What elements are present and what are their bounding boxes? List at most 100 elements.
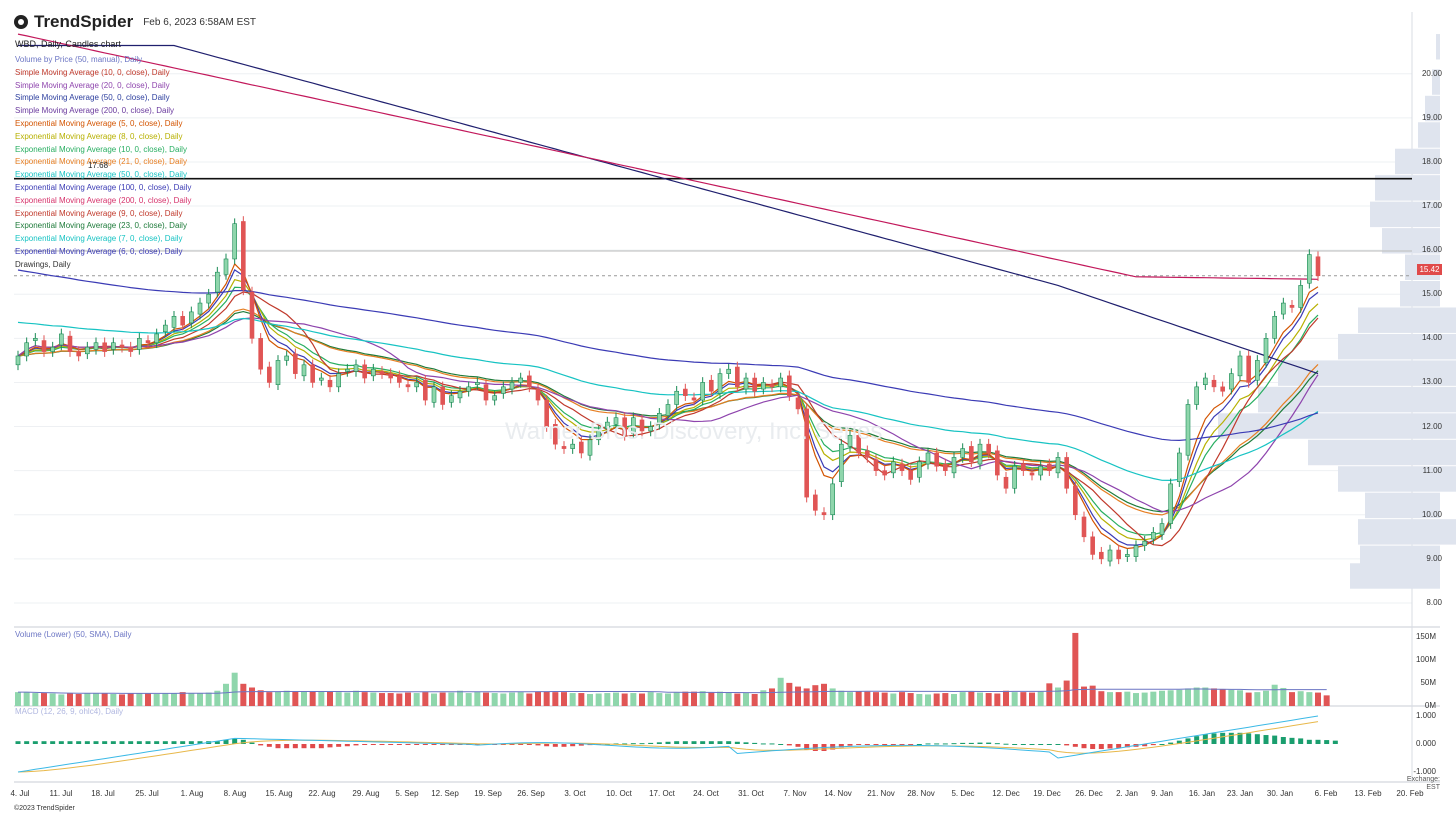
candle-body [587, 439, 593, 456]
macd-histogram-bar [700, 741, 706, 744]
legend-item[interactable]: Exponential Moving Average (9, 0, close)… [15, 208, 183, 218]
macd-histogram-bar [856, 744, 862, 745]
volume-tick-label: 50M [1420, 677, 1436, 687]
candle-body [249, 291, 255, 339]
macd-histogram-bar [1246, 733, 1252, 744]
volume-bar [751, 693, 758, 706]
volume-bar [145, 693, 151, 706]
candle-body [1263, 338, 1269, 363]
legend-item[interactable]: Exponential Moving Average (8, 0, close)… [15, 131, 183, 141]
macd-histogram-bar [440, 744, 446, 745]
macd-histogram-bar [1107, 744, 1113, 749]
time-tick-label: 6. Feb [1314, 789, 1338, 798]
candle-body [293, 353, 298, 374]
macd-histogram-bar [24, 741, 30, 744]
macd-histogram-bar [249, 742, 255, 744]
volume-by-price-bar [1338, 333, 1456, 360]
macd-histogram-bar [1055, 744, 1061, 745]
volume-by-price-bar [1338, 466, 1456, 492]
macd-histogram-bar [665, 741, 671, 744]
macd-histogram-bar [1038, 744, 1044, 745]
volume-legend[interactable]: Volume (Lower) (50, SMA), Daily [15, 630, 132, 639]
legend-item[interactable]: Simple Moving Average (20, 0, close), Da… [15, 80, 170, 90]
volume-bar [699, 691, 706, 706]
legend-item[interactable]: Exponential Moving Average (10, 0, close… [15, 144, 187, 154]
macd-histogram-bar [180, 741, 186, 744]
candle-body [414, 382, 419, 388]
candle-body [223, 258, 229, 275]
time-tick-label: 31. Oct [738, 789, 764, 798]
macd-histogram-bar [136, 741, 142, 744]
legend-item[interactable]: Exponential Moving Average (7, 0, close)… [15, 234, 183, 244]
volume-bar [673, 692, 680, 706]
price-tick-label: 11.00 [1422, 465, 1442, 475]
legend-item[interactable]: Exponential Moving Average (50, 0, close… [15, 170, 187, 180]
candle-body [899, 463, 905, 471]
volume-bar [387, 693, 394, 706]
macd-histogram-bar [648, 742, 654, 744]
macd-histogram-bar [171, 741, 177, 744]
legend-item[interactable]: Simple Moving Average (50, 0, close), Da… [15, 93, 170, 103]
time-tick-label: 18. Jul [91, 789, 115, 798]
macd-histogram-bar [656, 742, 662, 744]
candle-body [1073, 485, 1078, 516]
candle-body [137, 338, 142, 350]
candle-body [1168, 483, 1173, 524]
legend-item[interactable]: Simple Moving Average (10, 0, close), Da… [15, 67, 170, 77]
volume-bar [1098, 691, 1105, 706]
volume-bar [595, 693, 602, 706]
candle-body [492, 395, 497, 401]
candle-body [891, 461, 896, 474]
candle-body [995, 450, 1000, 476]
volume-bar [240, 683, 247, 706]
legend-item[interactable]: Exponential Moving Average (100, 0, clos… [15, 183, 192, 192]
macd-histogram-bar [154, 741, 160, 744]
legend-item[interactable]: Exponential Moving Average (23, 0, close… [15, 221, 187, 231]
candle-body [787, 375, 792, 396]
volume-by-price-bar [1436, 34, 1440, 60]
macd-histogram-bar [1306, 739, 1312, 744]
volume-bar [1072, 632, 1079, 706]
volume-by-price-bar [1218, 413, 1456, 439]
candle-body [830, 483, 835, 516]
volume-bar [119, 694, 125, 706]
volume-bar [855, 691, 862, 706]
macd-histogram-bar [752, 742, 758, 744]
macd-legend[interactable]: MACD (12, 26, 9, ohlc4), Daily [15, 707, 124, 716]
volume-bar [136, 693, 143, 706]
volume-bar [821, 683, 827, 706]
candle-body [665, 404, 671, 416]
legend-item[interactable]: Exponential Moving Average (200, 0, clos… [15, 195, 192, 205]
candle-body [15, 355, 21, 366]
macd-histogram-bar [1012, 744, 1018, 745]
macd-histogram-bar [50, 741, 56, 744]
legend-item[interactable]: Exponential Moving Average (21, 0, close… [15, 157, 187, 167]
volume-bar [127, 693, 134, 706]
macd-histogram-bar [544, 744, 550, 747]
volume-bar [1280, 687, 1287, 706]
macd-histogram-bar [769, 743, 775, 745]
macd-histogram-bar [327, 744, 333, 748]
candle-body [93, 342, 99, 350]
legend-item[interactable]: Exponential Moving Average (6, 0, close)… [15, 247, 183, 256]
legend-item[interactable]: Volume by Price (50, manual), Daily [15, 55, 143, 64]
macd-histogram-bar [1324, 740, 1330, 744]
volume-by-price-bar [1350, 563, 1440, 589]
candle-body [1159, 523, 1165, 535]
candle-body [1229, 373, 1234, 390]
legend-item[interactable]: Simple Moving Average (200, 0, close), D… [15, 106, 175, 116]
volume-bar [32, 693, 39, 706]
volume-bar [812, 685, 819, 706]
candle-body [527, 375, 532, 388]
volume-bar [509, 692, 515, 706]
volume-bar [231, 672, 238, 706]
volume-by-price-bar [1395, 148, 1440, 175]
candle-body [1003, 476, 1009, 489]
candle-body [813, 494, 818, 511]
volume-by-price-bar [1418, 122, 1440, 148]
volume-bar [361, 692, 368, 706]
legend-item[interactable]: Exponential Moving Average (5, 0, close)… [15, 119, 183, 128]
volume-bar [613, 692, 619, 706]
legend-item[interactable]: Drawings, Daily [15, 259, 71, 269]
